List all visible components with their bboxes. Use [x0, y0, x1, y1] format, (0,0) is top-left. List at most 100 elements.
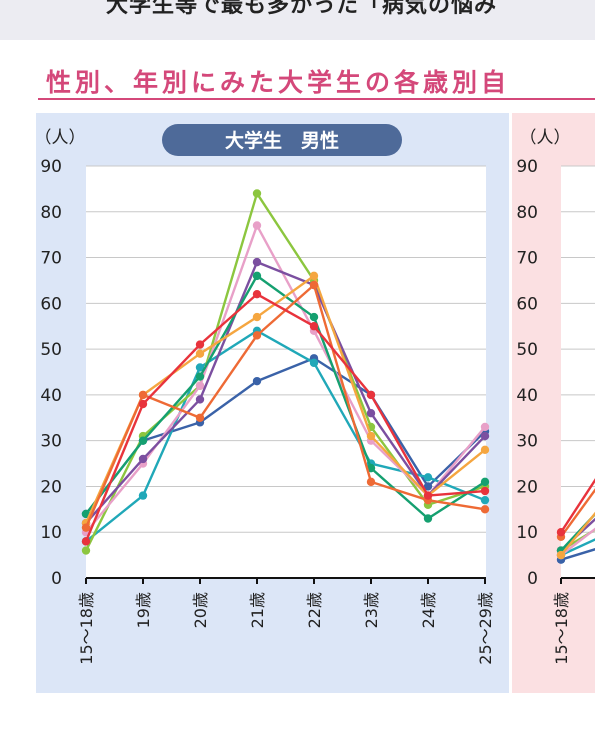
series-line [560, 511, 595, 556]
series-line [85, 357, 486, 515]
x-category-label: 22歳 [305, 592, 324, 628]
y-tick-label: 50 [516, 340, 538, 360]
chart-female: 0 10 20 30 40 50 60 70 80 90 （人） 15～18歳 [516, 128, 595, 665]
data-point [423, 491, 433, 500]
data-point [195, 340, 205, 349]
y-tick-label: 90 [40, 157, 62, 177]
y-tick-label: 10 [516, 523, 538, 543]
series-line [560, 527, 595, 557]
y-tick-label: 70 [40, 249, 62, 269]
data-point [480, 495, 490, 505]
data-point [81, 537, 91, 546]
series-line [85, 329, 486, 543]
data-point [81, 546, 91, 555]
data-point [138, 454, 148, 464]
data-point [195, 363, 205, 372]
data-point [366, 477, 376, 487]
y-tick-label: 50 [40, 340, 62, 360]
data-point [480, 505, 490, 514]
x-category-label: 23歳 [362, 592, 381, 628]
data-point [309, 271, 319, 281]
plot-area [561, 166, 595, 578]
data-point [138, 390, 148, 400]
data-point [252, 221, 262, 230]
y-tick-label: 10 [40, 523, 62, 543]
y-tick-label: 80 [516, 203, 538, 223]
y-unit-label: （人） [520, 128, 571, 148]
data-point [556, 528, 566, 537]
data-point [480, 486, 490, 496]
data-point [423, 514, 433, 523]
data-point [252, 312, 262, 322]
series-line [560, 488, 595, 538]
y-unit-label: （人） [35, 128, 86, 148]
series-line [559, 478, 595, 533]
data-point [423, 473, 433, 482]
data-point [138, 436, 148, 445]
section-title-underline [38, 98, 595, 100]
y-tick-label: 20 [516, 477, 538, 497]
data-point [195, 372, 205, 381]
data-point [252, 257, 262, 267]
y-tick-label: 20 [40, 477, 62, 497]
data-point [366, 409, 376, 418]
x-category-label: 21歳 [248, 592, 267, 628]
y-tick-label: 0 [527, 569, 538, 589]
y-tick-label: 60 [40, 294, 62, 314]
data-point [138, 399, 148, 409]
series-line [560, 538, 595, 557]
chart-body: 0 10 20 30 40 50 60 70 80 90 （人） 15～18歳 19歳 20歳 21歳 22歳… [35, 128, 496, 665]
series-line [84, 192, 486, 552]
data-point [556, 550, 566, 560]
section-title: 性別、年別にみた大学生の各歳別自 [46, 68, 511, 97]
y-tick-label: 30 [516, 432, 538, 452]
series-line [560, 548, 595, 561]
data-point [195, 381, 205, 390]
data-point [366, 431, 376, 441]
chart-title-badge [162, 124, 402, 156]
data-point [252, 289, 262, 299]
data-point [480, 422, 490, 432]
data-point [309, 312, 319, 322]
data-point [366, 390, 376, 400]
series-line [84, 292, 486, 542]
data-point [480, 445, 490, 455]
data-point [252, 331, 262, 340]
data-point [195, 349, 205, 358]
y-tick-label: 40 [40, 386, 62, 406]
data-point [138, 491, 148, 500]
y-tick-label: 30 [40, 432, 62, 452]
chart-body: 0 10 20 30 40 50 60 70 80 90 （人） 15～18歳 [516, 128, 595, 665]
y-tick-label: 40 [516, 386, 538, 406]
data-point [252, 376, 262, 386]
data-point [81, 523, 91, 532]
x-category-label: 19歳 [134, 592, 153, 628]
top-banner: 大学生等で最も多かった「病気の悩み [0, 0, 595, 40]
y-tick-label: 80 [40, 203, 62, 223]
series-line [85, 260, 486, 524]
x-category-label: 15～18歳 [77, 592, 96, 665]
data-point [366, 463, 376, 473]
y-tick-label: 60 [516, 294, 538, 314]
data-point [423, 482, 433, 491]
y-tick-label: 90 [516, 157, 538, 177]
series-line [84, 274, 486, 524]
data-point [309, 280, 319, 290]
x-category-label: 15～18歳 [552, 592, 571, 665]
data-point [195, 395, 205, 404]
top-banner-text: 大学生等で最も多かった「病気の悩み [106, 0, 498, 18]
data-point [309, 358, 319, 368]
data-point [252, 189, 262, 198]
data-point [480, 431, 490, 441]
y-tick-label: 70 [516, 249, 538, 269]
chart-title: 大学生 男性 [225, 129, 339, 152]
data-point [195, 413, 205, 422]
x-category-label: 24歳 [419, 592, 438, 628]
chart-male: 0 10 20 30 40 50 60 70 80 90 （人） 15～18歳 19歳 20歳 21歳 22歳… [35, 124, 496, 665]
data-point [480, 477, 490, 487]
x-category-label: 20歳 [191, 592, 210, 628]
x-category-label: 25～29歳 [476, 592, 495, 665]
data-point [309, 322, 319, 331]
y-tick-label: 0 [51, 569, 62, 589]
